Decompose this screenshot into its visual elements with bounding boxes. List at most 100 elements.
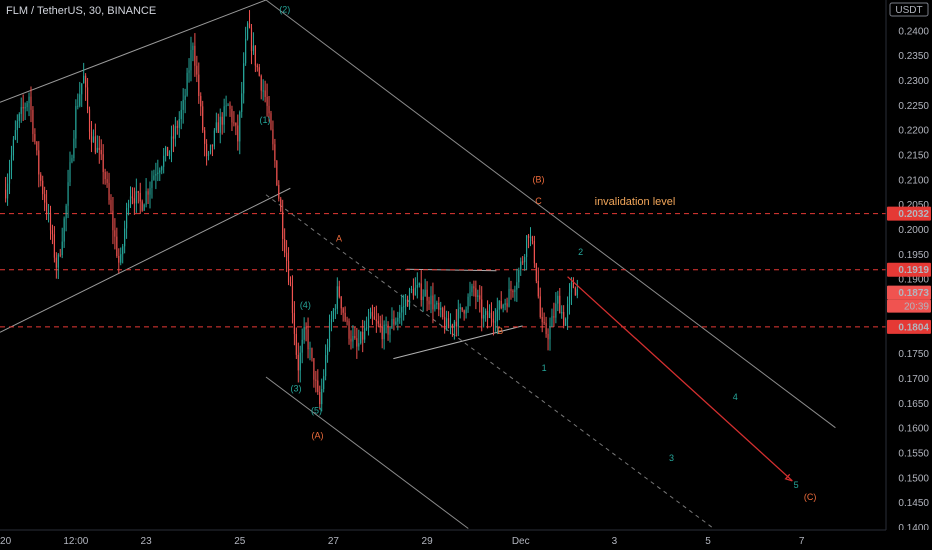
- candle-body: [414, 287, 416, 296]
- candle-body: [418, 283, 420, 285]
- candle-body: [424, 289, 426, 297]
- candle-body: [100, 149, 102, 155]
- candle-body: [118, 255, 120, 263]
- candle-body: [229, 104, 231, 109]
- candle-body: [488, 312, 491, 319]
- candle-body: [566, 304, 569, 319]
- candle-body: [18, 113, 20, 121]
- candle-body: [549, 326, 551, 340]
- candle-body: [383, 324, 385, 340]
- candle-body: [8, 170, 11, 184]
- candle-body: [110, 200, 112, 211]
- price-tick-label: 0.2400: [898, 26, 929, 37]
- candle-body: [141, 201, 143, 211]
- price-tick-label: 0.2300: [898, 76, 929, 87]
- symbol-title[interactable]: FLM / TetherUS, 30, BINANCE: [6, 5, 157, 17]
- candle-body: [260, 75, 262, 91]
- candle-body: [266, 96, 268, 106]
- candle-body: [246, 23, 249, 39]
- candle-body: [438, 302, 440, 310]
- time-tick-label: 27: [328, 536, 340, 547]
- candle-body: [389, 327, 391, 335]
- candle-body: [405, 299, 407, 307]
- candle-body: [379, 323, 381, 327]
- candle-body: [83, 75, 85, 84]
- candle-body: [350, 338, 352, 342]
- candle-body: [574, 287, 576, 296]
- price-tag-label: 0.1919: [898, 265, 929, 276]
- candle-body: [289, 282, 292, 286]
- candle-body: [10, 155, 13, 171]
- candle-body: [92, 136, 95, 143]
- candle-body: [568, 292, 571, 305]
- candle-body: [286, 252, 288, 261]
- candle-body: [481, 299, 483, 319]
- candle-body: [295, 333, 297, 355]
- candle-body: [543, 322, 545, 324]
- candle-body: [576, 289, 578, 296]
- chart-lines-layer: [0, 0, 886, 529]
- candle-body: [561, 312, 563, 314]
- time-tick-label: 20: [0, 536, 12, 547]
- candle-body: [430, 295, 432, 305]
- candle-body: [490, 312, 493, 319]
- candle-body: [401, 306, 403, 313]
- wave-label: (A): [311, 431, 323, 441]
- candle-body: [524, 257, 526, 263]
- candle-body: [483, 315, 485, 319]
- candle-body: [426, 289, 428, 301]
- candle-body: [397, 317, 399, 322]
- price-tick-label: 0.1950: [898, 250, 929, 261]
- candle-body: [385, 324, 387, 326]
- price-tag-label: 0.1873: [898, 288, 929, 299]
- wave-label: (3): [290, 383, 301, 393]
- candle-body: [326, 347, 329, 356]
- candle-body: [182, 99, 184, 110]
- candle-body: [44, 194, 46, 203]
- candle-body: [122, 246, 124, 255]
- candle-body: [59, 254, 61, 256]
- candle-body: [12, 139, 15, 156]
- candle-body: [518, 269, 520, 283]
- candle-body: [239, 111, 241, 142]
- candle-body: [5, 189, 7, 199]
- candle-body: [366, 327, 368, 329]
- triangle-bottom-line: [393, 325, 523, 360]
- candle-body: [237, 125, 239, 142]
- candle-body: [526, 235, 528, 258]
- candle-body: [471, 286, 473, 293]
- candle-body: [293, 313, 295, 334]
- candle-body: [67, 182, 69, 206]
- candle-body: [522, 261, 524, 263]
- candle-body: [280, 198, 282, 212]
- candle-body: [570, 282, 573, 293]
- candle-body: [395, 321, 397, 325]
- candle-body: [65, 205, 67, 219]
- candle-body: [49, 212, 52, 231]
- candle-body: [352, 336, 354, 342]
- currency-badge-box: [889, 2, 929, 17]
- candle-body: [250, 27, 253, 52]
- candle-body: [16, 120, 18, 131]
- candle-body: [262, 90, 264, 92]
- candle-body: [555, 303, 557, 318]
- candles-layer: [5, 10, 578, 412]
- candle-body: [420, 283, 422, 301]
- price-tag-bg: [887, 262, 931, 277]
- candle-body: [313, 358, 315, 380]
- candle-body: [436, 302, 438, 305]
- price-tick-label: 0.1700: [898, 374, 929, 385]
- candle-body: [252, 45, 255, 52]
- candle-body: [124, 228, 126, 247]
- candle-body: [24, 107, 26, 109]
- candle-body: [57, 254, 59, 268]
- candle-body: [332, 310, 335, 320]
- candle-body: [406, 299, 409, 307]
- price-tick-label: 0.2050: [898, 200, 929, 211]
- candle-body: [192, 45, 194, 51]
- candle-body: [278, 184, 280, 199]
- candle-body: [563, 312, 565, 326]
- candle-body: [459, 307, 461, 310]
